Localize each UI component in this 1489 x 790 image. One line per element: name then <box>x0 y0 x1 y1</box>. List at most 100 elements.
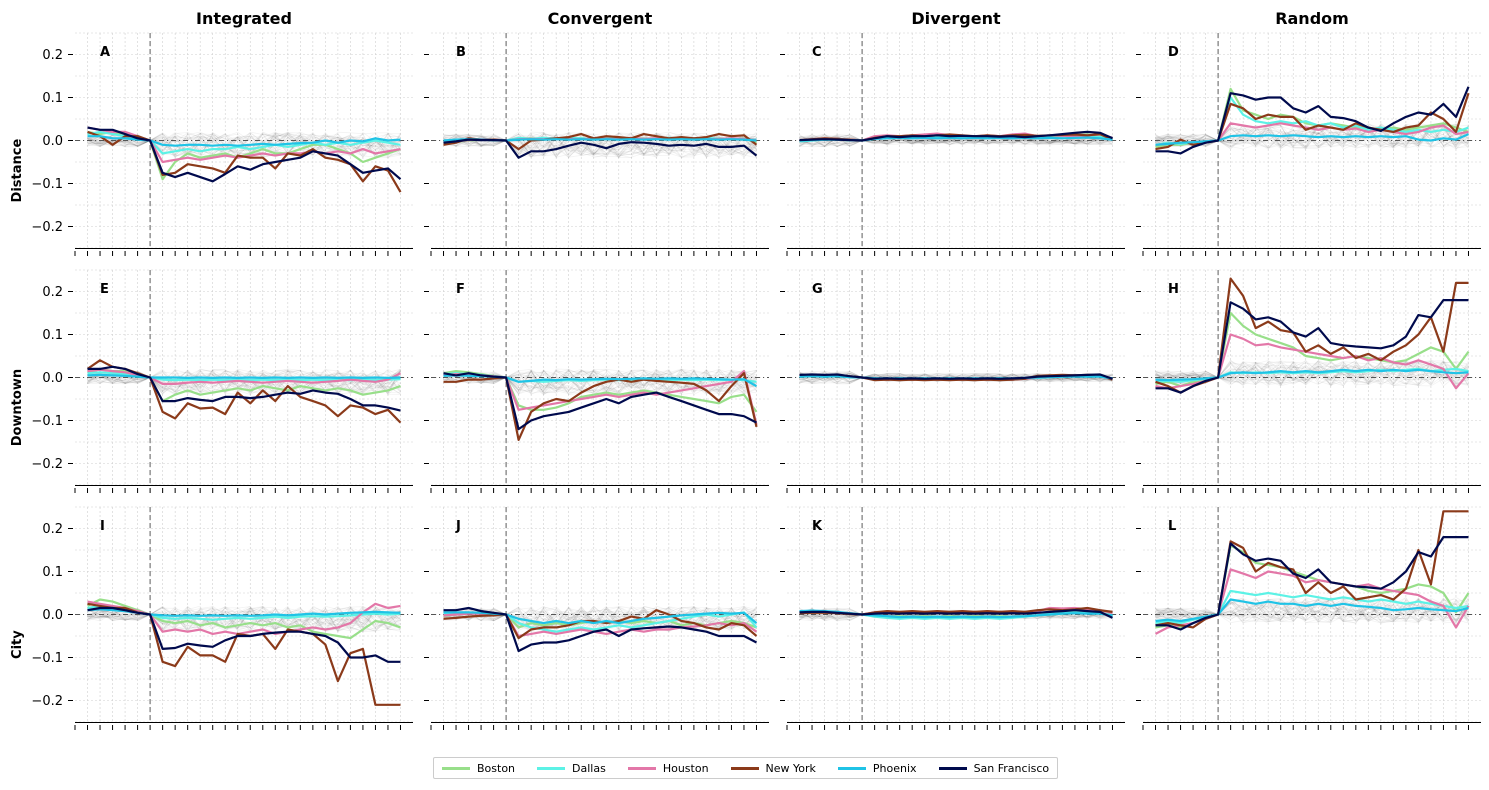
legend-label-phoenix: Phoenix <box>872 761 917 775</box>
background-trace <box>443 132 757 158</box>
background-trace <box>87 132 401 159</box>
background-trace <box>443 605 757 632</box>
panel-k: K <box>780 506 1125 730</box>
background-trace <box>443 135 757 158</box>
background-trace <box>443 608 757 631</box>
background-trace <box>1155 360 1469 386</box>
background-trace <box>443 607 757 633</box>
legend-swatch-dallas <box>537 766 566 770</box>
background-trace <box>443 132 757 158</box>
series-line-san-francisco <box>87 365 401 412</box>
background-trace <box>443 608 757 633</box>
background-trace <box>87 368 401 394</box>
series-line-san-francisco <box>799 130 1113 142</box>
y-tick-label: −0.2 <box>31 220 63 235</box>
panel-letter: E <box>100 282 109 297</box>
background-trace <box>443 605 757 632</box>
background-trace <box>443 134 757 158</box>
series-line-san-francisco <box>443 606 758 653</box>
series-line-san-francisco <box>1155 299 1469 394</box>
panel-d: D <box>1136 32 1481 256</box>
background-trace <box>87 369 401 396</box>
background-trace <box>87 131 401 158</box>
background-trace <box>87 133 401 158</box>
background-trace <box>1155 359 1469 387</box>
background-trace <box>443 607 757 632</box>
background-trace <box>1155 124 1469 148</box>
series-line-san-francisco <box>443 372 758 431</box>
background-trace <box>1155 597 1469 624</box>
background-trace <box>443 605 757 632</box>
background-trace <box>1155 596 1469 622</box>
background-trace <box>1155 123 1469 149</box>
background-trace <box>443 131 757 158</box>
background-trace <box>1155 360 1469 387</box>
background-trace <box>1155 360 1469 385</box>
panel-letter: A <box>100 45 110 60</box>
background-trace <box>87 131 401 158</box>
background-trace <box>1155 360 1469 387</box>
y-tick-label: 0.2 <box>42 48 63 63</box>
background-trace <box>87 606 401 633</box>
background-trace <box>1155 359 1469 386</box>
panel-l: L <box>1136 506 1481 730</box>
y-tick-label: −0.1 <box>31 177 63 192</box>
background-trace <box>1155 598 1469 621</box>
background-trace <box>443 605 757 631</box>
background-trace <box>443 132 757 159</box>
panel-i: −0.2 −0.1 0.0 0.1 0.2 I <box>31 506 413 730</box>
background-trace <box>87 606 401 632</box>
panel-letter: F <box>456 282 465 297</box>
legend-label-new-york: New York <box>765 761 816 775</box>
column-title: Integrated <box>196 9 292 28</box>
y-tick-label: 0.0 <box>42 371 63 386</box>
background-trace <box>443 606 757 631</box>
background-trace <box>87 368 401 395</box>
background-trace <box>799 372 1113 383</box>
background-trace <box>443 370 757 395</box>
legend-item-san-francisco: San Francisco <box>938 761 1050 775</box>
background-trace <box>799 372 1113 384</box>
row-label: City <box>10 630 25 659</box>
background-trace <box>799 135 1113 147</box>
panel-letter: L <box>1168 519 1176 534</box>
background-trace <box>1155 365 1469 387</box>
legend-label-san-francisco: San Francisco <box>973 761 1050 775</box>
background-trace <box>443 605 757 632</box>
background-trace <box>87 132 401 158</box>
background-trace <box>443 605 757 629</box>
background-trace <box>87 606 401 632</box>
series-line-new-york <box>443 372 758 441</box>
background-trace <box>1155 125 1469 148</box>
background-trace <box>799 135 1113 147</box>
background-trace <box>443 368 757 394</box>
background-trace <box>443 134 757 158</box>
panel-e: −0.2 −0.1 0.0 0.1 0.2 E <box>31 269 413 493</box>
background-trace <box>443 606 757 633</box>
background-trace <box>443 131 757 156</box>
panel-letter: I <box>100 519 105 534</box>
background-trace <box>1155 359 1469 386</box>
y-tick-label: −0.2 <box>31 694 63 709</box>
background-trace <box>443 369 757 395</box>
background-trace <box>443 132 757 158</box>
panel-letter: D <box>1168 45 1179 60</box>
background-trace <box>87 369 401 395</box>
column-title: Divergent <box>911 9 1001 28</box>
background-trace <box>443 135 757 158</box>
row-label: Distance <box>10 139 25 203</box>
background-trace <box>87 369 401 393</box>
panel-letter: K <box>812 519 823 534</box>
background-trace <box>87 133 401 158</box>
background-trace <box>799 135 1113 148</box>
panel-j: J <box>424 506 769 730</box>
legend-item-phoenix: Phoenix <box>837 761 917 775</box>
background-trace <box>1155 597 1469 624</box>
background-trace <box>87 605 401 630</box>
background-trace <box>87 605 401 632</box>
background-trace <box>443 133 757 159</box>
background-trace <box>87 131 401 159</box>
background-trace <box>443 606 757 632</box>
background-trace <box>1155 361 1469 387</box>
background-trace <box>443 369 757 394</box>
